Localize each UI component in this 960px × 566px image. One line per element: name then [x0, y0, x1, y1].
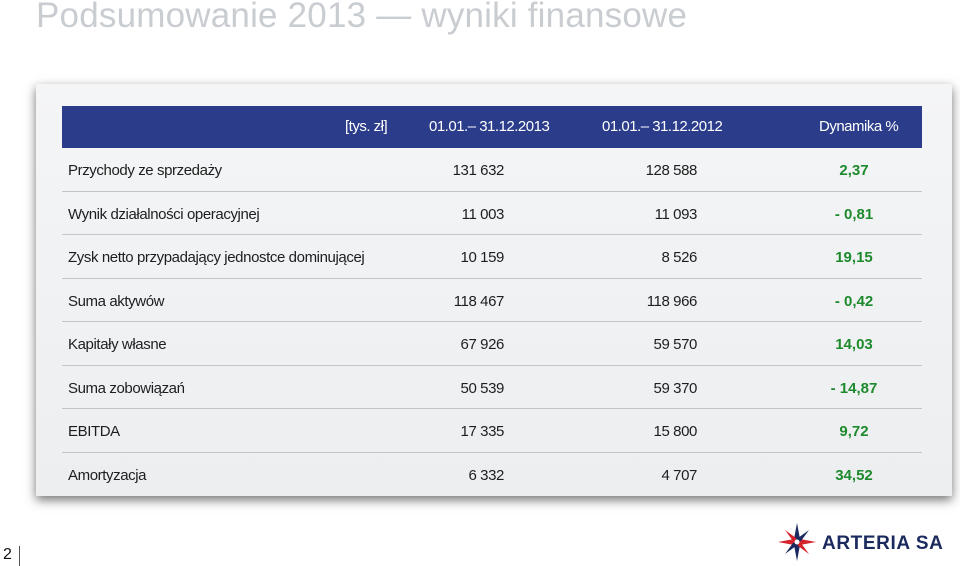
value-2012: 15 800 — [653, 423, 698, 440]
dynamics-value: - 0,81 — [834, 205, 874, 223]
value-2012: 128 588 — [645, 162, 698, 179]
value-2012: 8 526 — [661, 249, 697, 266]
compass-star-icon — [778, 523, 816, 561]
table-header: [tys. zł] 01.01.– 31.12.2013 01.01.– 31.… — [62, 106, 922, 148]
row-label: Amortyzacja — [68, 466, 147, 484]
row-label: Suma aktywów — [68, 292, 165, 310]
dynamics-value: 9,72 — [839, 423, 869, 440]
header-period-2013: 01.01.– 31.12.2013 — [429, 118, 550, 135]
company-logo-text: ARTERIA SA — [822, 533, 944, 554]
table-row: Zysk netto przypadający jednostce dominu… — [62, 234, 922, 278]
table-row: Suma aktywów 118 467 118 966 - 0,42 — [62, 277, 922, 322]
table-row: EBITDA 17 335 15 800 9,72 — [62, 408, 922, 452]
table-row: Kapitały własne 67 926 59 570 14,03 — [62, 321, 922, 365]
row-label: Wynik działalności operacyjnej — [68, 205, 260, 223]
value-2013: 131 632 — [452, 162, 505, 179]
table-row: Przychody ze sprzedaży 131 632 128 588 2,37 — [62, 148, 922, 191]
value-2012: 118 966 — [646, 292, 698, 310]
dynamics-value: 19,15 — [835, 249, 873, 266]
table-row: Wynik działalności operacyjnej 11 003 11 0… — [62, 190, 922, 235]
value-2013: 50 539 — [460, 379, 505, 397]
dynamics-value: - 0,42 — [834, 292, 874, 310]
header-unit: [tys. zł] — [345, 118, 388, 135]
row-label: EBITDA — [68, 423, 120, 440]
financial-results-table: [tys. zł] 01.01.– 31.12.2013 01.01.– 31.… — [62, 106, 922, 495]
header-dynamics: Dynamika % — [819, 118, 899, 135]
table-row: Amortyzacja 6 332 4 707 34,52 — [62, 451, 922, 496]
value-2012: 59 370 — [653, 379, 698, 397]
page-title: Podsumowanie 2013 — wyniki finansowe — [36, 0, 688, 35]
table-body: Przychody ze sprzedaży 131 632 128 588 2,37… — [62, 148, 922, 495]
value-2013: 6 332 — [468, 466, 504, 484]
value-2013: 118 467 — [453, 292, 505, 310]
value-2012: 59 570 — [653, 336, 698, 353]
row-label: Kapitały własne — [68, 336, 167, 353]
value-2013: 17 335 — [460, 423, 505, 440]
row-label: Zysk netto przypadający jednostce dominu… — [68, 249, 365, 266]
value-2013: 11 003 — [461, 205, 505, 223]
table-row: Suma zobowiązań 50 539 59 370 - 14,87 — [62, 364, 922, 409]
value-2013: 10 159 — [460, 249, 505, 266]
value-2012: 11 093 — [654, 205, 698, 223]
page-number: 2 — [0, 546, 20, 566]
row-label: Przychody ze sprzedaży — [68, 162, 222, 179]
row-label: Suma zobowiązań — [68, 379, 185, 397]
dynamics-value: 2,37 — [839, 162, 869, 179]
table-panel — [36, 84, 952, 496]
value-2012: 4 707 — [661, 466, 697, 484]
dynamics-value: 34,52 — [835, 466, 873, 484]
value-2013: 67 926 — [460, 336, 505, 353]
header-period-2012: 01.01.– 31.12.2012 — [602, 118, 723, 135]
dynamics-value: 14,03 — [835, 336, 873, 353]
dynamics-value: - 14,87 — [830, 379, 878, 397]
